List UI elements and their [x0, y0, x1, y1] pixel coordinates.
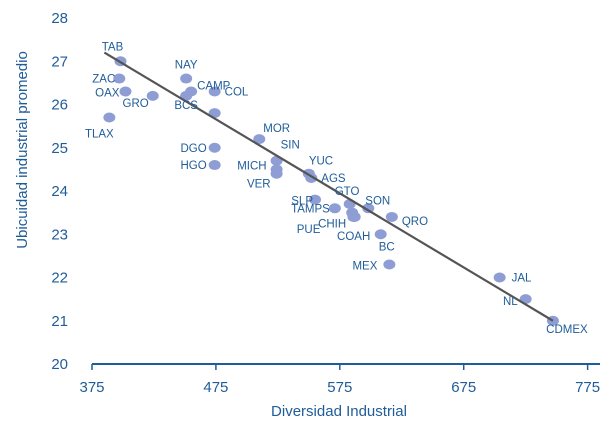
y-axis-title: Ubicuidad industrial promedio — [14, 51, 31, 249]
x-axis-tick-labels: 375 475 575 675 775 — [79, 379, 600, 396]
data-point — [362, 203, 375, 214]
x-axis-ticks — [91, 364, 589, 370]
point-label: TLAX — [85, 128, 114, 140]
x-tick-label: 375 — [79, 379, 104, 396]
point-label: MICH — [237, 160, 266, 172]
y-tick-label: 22 — [51, 270, 68, 287]
point-label: DGO — [180, 143, 206, 155]
point-label: ZAC — [92, 74, 115, 86]
point-label: QRO — [402, 216, 428, 228]
data-point — [270, 168, 283, 179]
data-point — [328, 203, 341, 214]
point-label: BC — [379, 241, 395, 253]
data-point — [348, 211, 361, 222]
data-point — [383, 259, 396, 270]
point-label: OAX — [95, 88, 120, 100]
point-label: MEX — [352, 261, 377, 273]
y-tick-label: 20 — [51, 356, 68, 373]
point-label: YUC — [309, 156, 333, 168]
point-label: AGS — [321, 173, 346, 185]
y-tick-label: 28 — [51, 10, 68, 27]
data-point — [113, 73, 126, 84]
data-point — [493, 272, 506, 283]
data-point — [208, 86, 221, 97]
x-tick-label: 775 — [575, 379, 600, 396]
point-label: JAL — [512, 273, 532, 285]
y-tick-label: 23 — [51, 226, 68, 243]
point-label: TAMPS — [291, 203, 330, 215]
y-tick-label: 25 — [51, 140, 68, 157]
x-tick-label: 575 — [327, 379, 352, 396]
data-point — [253, 134, 266, 145]
trend-line — [103, 51, 554, 322]
point-label: HGO — [180, 160, 206, 172]
point-label: SON — [365, 195, 390, 207]
point-label: NAY — [175, 60, 198, 72]
point-label: TAB — [102, 41, 124, 53]
point-label: SIN — [281, 140, 300, 152]
y-tick-label: 24 — [51, 183, 68, 200]
point-label: COAH — [337, 231, 370, 243]
data-point — [103, 112, 116, 123]
point-label: CDMEX — [546, 324, 588, 336]
point-label: BCS — [174, 100, 198, 112]
y-tick-label: 21 — [51, 313, 68, 330]
data-point — [180, 73, 193, 84]
x-axis-title: Diversidad Industrial — [271, 403, 407, 420]
point-label: MOR — [263, 123, 290, 135]
y-tick-label: 26 — [51, 97, 68, 114]
data-point — [208, 142, 221, 153]
point-label: SLP — [291, 196, 313, 208]
y-tick-label: 27 — [51, 53, 68, 70]
point-label: GRO — [123, 98, 149, 110]
x-tick-label: 475 — [203, 379, 228, 396]
data-points — [103, 56, 559, 326]
y-axis-tick-labels: 20 21 22 23 24 25 26 27 28 — [51, 10, 68, 373]
data-point — [374, 229, 387, 240]
point-label: COL — [225, 87, 249, 99]
point-label: PUE — [297, 224, 321, 236]
data-point — [208, 160, 221, 171]
point-label: CHIH — [318, 219, 346, 231]
data-point — [146, 90, 159, 101]
point-label: VER — [247, 179, 271, 191]
data-point — [119, 86, 132, 97]
point-label: NL — [503, 296, 518, 308]
point-label: CAMP — [197, 81, 231, 93]
data-point — [180, 90, 193, 101]
data-point — [385, 211, 398, 222]
point-label: GTO — [335, 186, 360, 198]
x-tick-label: 675 — [451, 379, 476, 396]
data-point — [309, 194, 322, 205]
